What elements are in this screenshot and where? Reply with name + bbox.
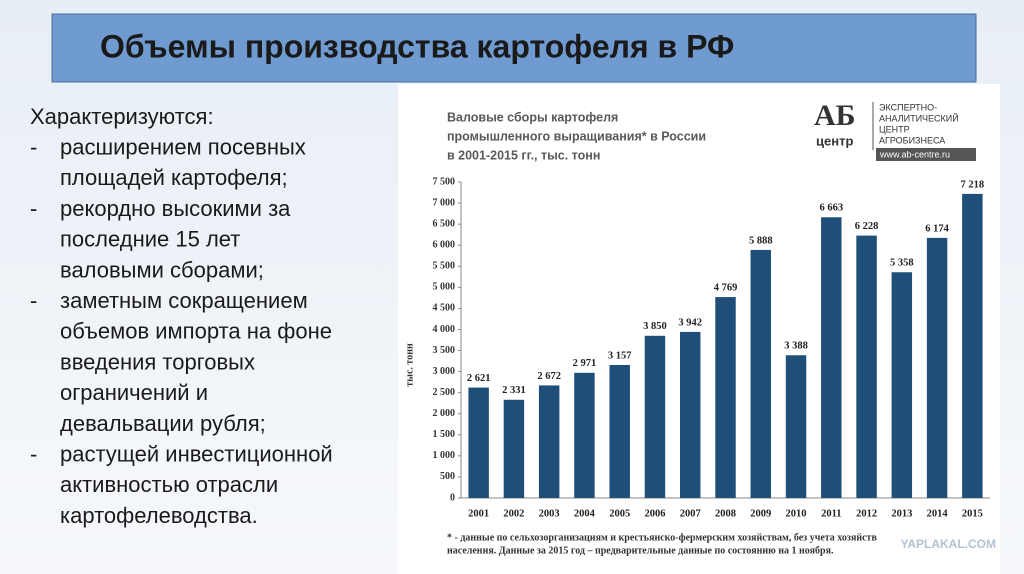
x-tick-label: 2002 [503,508,524,519]
value-label: 6 174 [925,223,949,234]
value-label: 2 331 [502,385,526,396]
x-tick-label: 2001 [468,508,489,519]
x-tick-label: 2008 [715,508,736,519]
value-label: 5 888 [749,235,773,246]
bar [715,297,736,498]
bar [574,372,595,498]
y-tick-label: 2 000 [433,408,456,419]
bar [891,272,913,498]
logo-sub: центр [816,133,853,148]
y-tick-label: 7 000 [433,197,456,208]
watermark: YAPLAKAL.COM [900,537,996,551]
bullet-text: объемов импорта на фоне [60,319,332,344]
bullet-text: введения торговых [60,349,255,374]
bullet-text: валовыми сборами; [60,257,264,282]
bullet-text: ограничений и [60,380,208,405]
bar [644,335,666,498]
bullet-text: растущей инвестиционной [60,442,333,467]
logo-line: АНАЛИТИЧЕСКИЙ [879,112,959,123]
bullet-dash: - [30,288,37,313]
value-label: 3 942 [678,317,702,328]
x-tick-label: 2004 [574,508,596,519]
y-tick-label: 3 500 [433,345,456,356]
bullet-text: девальвации рубля; [60,411,266,436]
y-tick-label: 500 [440,471,455,482]
y-tick-label: 7 500 [433,176,456,187]
logo-line: ЦЕНТР [879,124,910,134]
bullet-dash: - [30,135,37,160]
x-tick-label: 2012 [856,508,877,519]
bar [962,193,983,499]
bullet-dash: - [30,442,37,467]
bar [538,385,560,498]
x-tick-label: 2010 [786,508,807,519]
bar [609,364,630,498]
x-tick-label: 2015 [962,508,983,519]
value-label: 5 358 [890,258,914,269]
bar [503,399,525,498]
y-tick-label: 5 000 [433,282,456,293]
x-tick-label: 2013 [891,508,912,519]
bar [926,237,948,498]
intro-text: Характеризуются: [30,104,214,129]
logo-url-box [876,148,976,161]
value-label: 3 850 [643,321,667,332]
slide-title: Объемы производства картофеля в РФ [100,28,734,64]
value-label: 2 971 [573,358,597,369]
y-tick-label: 6 500 [433,218,456,229]
chart-title: промышленного выращивания* в России [447,129,706,143]
bar [821,217,842,498]
bar [856,235,877,498]
value-label: 4 769 [714,282,738,293]
y-tick-label: 5 500 [433,261,456,272]
x-tick-label: 2007 [680,508,701,519]
chart-title: в 2001-2015 гг., тыс. тонн [447,148,600,162]
footnote: населения. Данные за 2015 год – предвари… [447,545,834,556]
bullet-text: активностью отрасли [60,472,278,497]
bar [750,249,771,498]
footnote: * - данные по сельхозорганизациям и крес… [447,532,877,543]
value-label: 6 228 [855,221,879,232]
bar [680,331,701,498]
value-label: 7 218 [961,179,985,190]
bullet-text: площадей картофеля; [60,165,288,190]
y-tick-label: 4 500 [433,303,456,314]
value-label: 3 157 [608,350,632,361]
x-tick-label: 2006 [644,508,665,519]
logo-line: ЭКСПЕРТНО- [879,102,937,112]
x-tick-label: 2003 [539,508,560,519]
y-tick-label: 1 000 [433,450,456,461]
x-tick-label: 2009 [750,508,771,519]
y-tick-label: 1 500 [433,429,456,440]
y-tick-label: 0 [450,492,455,503]
chart-title: Валовые сборы картофеля [447,110,618,124]
bullet-text: рекордно высокими за [60,196,291,221]
bullet-text: расширением посевных [60,135,306,160]
x-tick-label: 2014 [927,508,949,519]
y-tick-label: 4 000 [433,324,456,335]
bar [468,387,489,498]
y-tick-label: 3 000 [433,366,456,377]
value-label: 6 663 [819,203,843,214]
title-box [51,13,977,83]
y-tick-label: 6 000 [433,239,456,250]
value-label: 3 388 [784,341,808,352]
x-tick-label: 2011 [821,508,841,519]
y-axis-label: тыс. тонн [404,343,415,387]
logo-url: www.ab-centre.ru [879,149,950,159]
bullet-text: картофелеводства. [60,503,258,528]
logo-line: АГРОБИЗНЕСА [879,135,945,145]
x-tick-label: 2005 [609,508,630,519]
bullet-dash: - [30,196,37,221]
bar [785,355,807,498]
value-label: 2 672 [537,371,561,382]
bullet-text: заметным сокращением [60,288,308,313]
bullet-text: последние 15 лет [60,227,240,252]
y-tick-label: 2 500 [433,387,456,398]
logo-mark: АБ [814,99,856,132]
value-label: 2 621 [467,373,491,384]
